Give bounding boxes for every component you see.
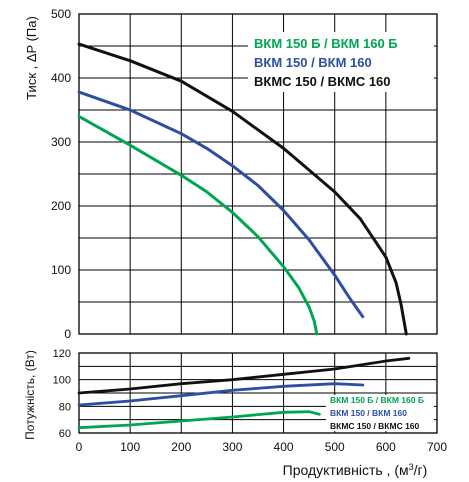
legend-entry: ВКМС 150 / ВКМС 160 <box>330 421 420 431</box>
plot-frame <box>78 13 438 335</box>
series-line-3 <box>77 356 411 395</box>
legend-background <box>248 32 434 92</box>
x-tick-label: 400 <box>274 440 294 454</box>
legend-entry: ВКМ 150 / ВКМ 160 <box>254 55 372 70</box>
x-tick-label: 700 <box>427 440 447 454</box>
y-tick-label: 100 <box>51 263 71 277</box>
x-tick-label: 300 <box>222 440 242 454</box>
y-tick-label: 100 <box>53 375 71 387</box>
series-line-2 <box>77 382 365 407</box>
x-tick-label: 100 <box>120 440 140 454</box>
legend-entry: ВКМ 150 / ВКМ 160 <box>330 408 407 418</box>
series-line-1 <box>77 114 319 336</box>
x-tick-label: 600 <box>376 440 396 454</box>
power-axis-label: Потужність, (Вт) <box>23 350 37 440</box>
y-tick-label: 80 <box>59 401 71 413</box>
grid <box>79 353 437 433</box>
series-line-2 <box>77 90 365 319</box>
x-tick-label: 200 <box>171 440 191 454</box>
y-tick-label: 0 <box>64 327 71 341</box>
x-axis: 0 100 200 300 400 500 600 700 <box>76 440 448 454</box>
legend-background <box>326 395 434 431</box>
x-tick-label: 0 <box>76 440 83 454</box>
legend-entry: ВКМ 150 Б / ВКМ 160 Б <box>254 36 398 51</box>
y-tick-label: 60 <box>59 428 71 440</box>
y-tick-label: 500 <box>51 7 71 21</box>
flow-axis-label: Продуктивність , (м3/г) <box>283 462 428 478</box>
y-tick-label: 300 <box>51 135 71 149</box>
y-tick-label: 400 <box>51 71 71 85</box>
series-line-1 <box>77 410 321 430</box>
y-tick-label: 200 <box>51 199 71 213</box>
legend: ВКМ 150 Б / ВКМ 160 Б ВКМ 150 / ВКМ 160 ВК… <box>330 395 424 431</box>
power-chart: 60 80 100 120 ВКМ 150 Б / ВКМ 160 Б ВКМ 150 /… <box>53 348 438 440</box>
series-line-3 <box>77 42 408 336</box>
x-tick-label: 500 <box>325 440 345 454</box>
legend-entry: ВКМ 150 Б / ВКМ 160 Б <box>330 395 424 405</box>
legend-entry: ВКМС 150 / ВКМС 160 <box>254 74 391 89</box>
legend: ВКМ 150 Б / ВКМ 160 Б ВКМ 150 / ВКМ 160 ВК… <box>254 36 398 89</box>
pressure-axis-label: Тиск , ΔP (Па) <box>24 16 39 100</box>
y-tick-label: 120 <box>53 348 71 360</box>
